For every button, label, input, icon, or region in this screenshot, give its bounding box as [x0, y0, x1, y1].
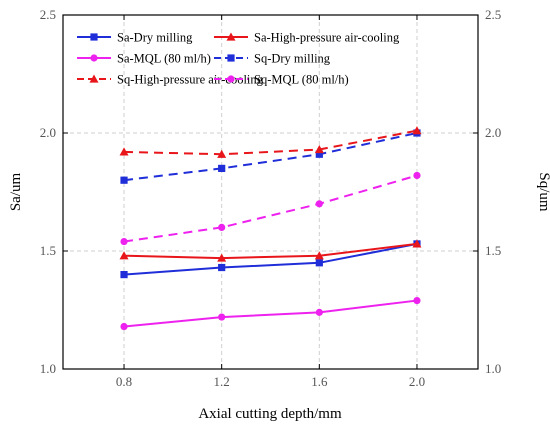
data-point: [217, 149, 227, 158]
data-point: [315, 259, 323, 267]
legend-label: Sq-Dry milling: [254, 52, 331, 66]
y-tick-label-right: 2.0: [485, 125, 501, 140]
series: [120, 240, 421, 279]
data-point: [315, 308, 323, 316]
y-tick-label-left: 2.0: [40, 125, 56, 140]
legend-item: Sa-Dry milling: [77, 31, 193, 45]
series-line: [123, 174, 418, 243]
x-tick-label: 1.2: [214, 374, 230, 389]
legend-swatch-marker: [226, 32, 236, 41]
y-tick-label-left: 1.0: [40, 361, 56, 376]
legend-swatch-marker: [227, 75, 235, 83]
series: [119, 239, 422, 262]
x-tick-label: 1.6: [311, 374, 328, 389]
axis-ticks: 0.8 1.2 1.6 2.0 1.0 1.0 1.5 1.5 2.0 2.0 2.5 2.5: [40, 7, 502, 389]
y-tick-label-right: 1.5: [485, 243, 501, 258]
data-point: [218, 164, 226, 172]
legend-item: Sa-MQL (80 ml/h): [77, 52, 211, 66]
legend-label: Sa-MQL (80 ml/h): [117, 52, 211, 66]
grid: [63, 14, 478, 370]
data-point: [218, 313, 226, 321]
data-point: [412, 126, 422, 135]
series-line: [124, 242, 418, 260]
x-axis-title: Axial cutting depth/mm: [198, 406, 342, 422]
data-point: [412, 239, 422, 248]
y-tick-label-left: 1.5: [40, 243, 56, 258]
series-group: [119, 126, 422, 331]
data-point: [120, 271, 128, 279]
series: [120, 129, 421, 184]
legend: Sa-Dry milling Sa-High-pressure air-cooli…: [77, 31, 400, 87]
x-tick-label: 2.0: [409, 374, 425, 389]
y-axis-left-title: Sa/um: [8, 173, 24, 212]
legend-swatch-marker: [90, 54, 98, 62]
legend-item: Sq-Dry milling: [214, 52, 331, 66]
data-point: [218, 223, 226, 231]
data-point: [413, 171, 421, 180]
data-point: [120, 176, 128, 184]
data-point: [218, 263, 226, 272]
y-axis-right-title: Sq/um: [536, 172, 550, 212]
series-line: [123, 299, 418, 328]
series: [120, 296, 421, 331]
legend-label: Sa-High-pressure air-cooling: [254, 31, 400, 45]
data-point: [315, 150, 323, 158]
series-line: [123, 132, 418, 182]
series: [120, 171, 421, 246]
legend-label: Sq-High-pressure air-cooling: [117, 73, 264, 87]
legend-item: Sq-High-pressure air-cooling: [77, 73, 264, 87]
series-line: [123, 242, 418, 276]
data-point: [314, 145, 324, 154]
data-point: [413, 296, 421, 305]
legend-item: Sq-MQL (80 ml/h): [214, 73, 349, 87]
plot-frame: [62, 14, 479, 370]
x-tick-label: 0.8: [116, 374, 132, 389]
series: [119, 126, 422, 158]
y-tick-label-right: 2.5: [485, 7, 501, 22]
legend-item: Sa-High-pressure air-cooling: [214, 31, 400, 45]
y-tick-label-left: 2.5: [40, 7, 56, 22]
data-point: [314, 251, 324, 260]
data-point: [315, 200, 323, 208]
legend-label: Sq-MQL (80 ml/h): [254, 73, 349, 87]
data-point: [119, 251, 129, 260]
y-tick-label-right: 1.0: [485, 361, 501, 376]
data-point: [217, 253, 227, 262]
legend-label: Sa-Dry milling: [117, 31, 193, 45]
series-line: [124, 129, 418, 156]
legend-swatch-marker: [90, 33, 98, 41]
legend-swatch-marker: [227, 54, 235, 62]
legend-swatch-marker: [89, 74, 99, 83]
data-point: [120, 322, 128, 331]
data-point: [119, 147, 129, 156]
data-point: [120, 237, 128, 246]
